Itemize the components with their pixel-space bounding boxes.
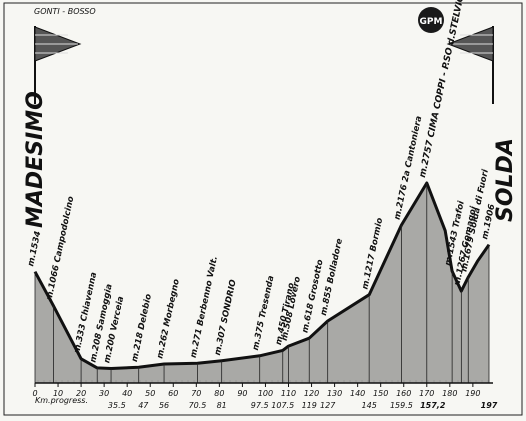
km-progress-label: 56 [159,401,169,410]
chart-frame [3,2,523,416]
credit-text: GONTI - BOSSO [34,7,96,16]
axis-tick-label: 140 [350,389,365,398]
km-progress-label: 35.5 [108,401,126,410]
km-progress-label: 197 [481,401,498,410]
axis-tick-label: 80 [214,389,224,398]
axis-tick-label: 60 [168,389,178,398]
station-label: m.307 SONDRIO [213,279,239,357]
km-progress-label: 145 [362,401,377,410]
km-progress-label: 127 [320,401,336,410]
axis-tick-label: 190 [465,389,480,398]
station-label: m.262 Morbegno [155,278,182,360]
km-progress-label: 70.5 [189,401,207,410]
x-axis: 0 10 20 30 40 50 60 70 80 90 100 110 120 130 140 150 160… [32,382,498,410]
start-town-name: MADESIMO [23,91,48,228]
station-label: m.218 Delebio [130,293,154,363]
axis-tick-label: 170 [419,389,434,398]
station-label: m.375 Tresenda [251,274,277,351]
km-progress-label: 47 [138,401,149,410]
axis-tick-label: 10 [53,389,63,398]
end-town-name: SOLDA [493,138,518,222]
km-progress-label: 119 [302,401,317,410]
km-progress-label: 97.5 [251,401,269,410]
axis-tick-label: 110 [281,389,296,398]
finish-flag-icon [446,26,494,104]
gpm-badge: GPM [418,7,444,33]
gpm-badge-text: GPM [420,17,443,27]
axis-tick-label: 180 [442,389,457,398]
axis-tick-label: 50 [145,389,155,398]
start-flag-icon [34,26,82,104]
axis-tick-label: 40 [122,389,132,398]
axis-caption: Km.progress. [35,396,88,405]
km-progress-label: 157,2 [420,401,446,410]
station-label: m.1066 Campodolcino [45,195,77,301]
axis-tick-label: 70 [191,389,201,398]
axis-tick-label: 150 [373,389,388,398]
station-label: m.855 Bolladore [319,237,345,316]
km-progress-label: 159.5 [390,401,413,410]
axis-tick-label: 20 [76,389,86,398]
axis-tick-label: 130 [327,389,342,398]
axis-tick-label: 120 [304,389,319,398]
station-label: m.1534 [26,230,43,267]
km-progress-label: 107.5 [271,401,294,410]
km-progress-label: 81 [217,401,227,410]
axis-tick-label: 100 [258,389,273,398]
profile-line [33,181,491,370]
axis-tick-label: 30 [99,389,109,398]
axis-tick-label: 160 [396,389,411,398]
axis-tick-label: 0 [32,389,37,398]
axis-tick-label: 90 [237,389,247,398]
profile-area [35,183,489,383]
